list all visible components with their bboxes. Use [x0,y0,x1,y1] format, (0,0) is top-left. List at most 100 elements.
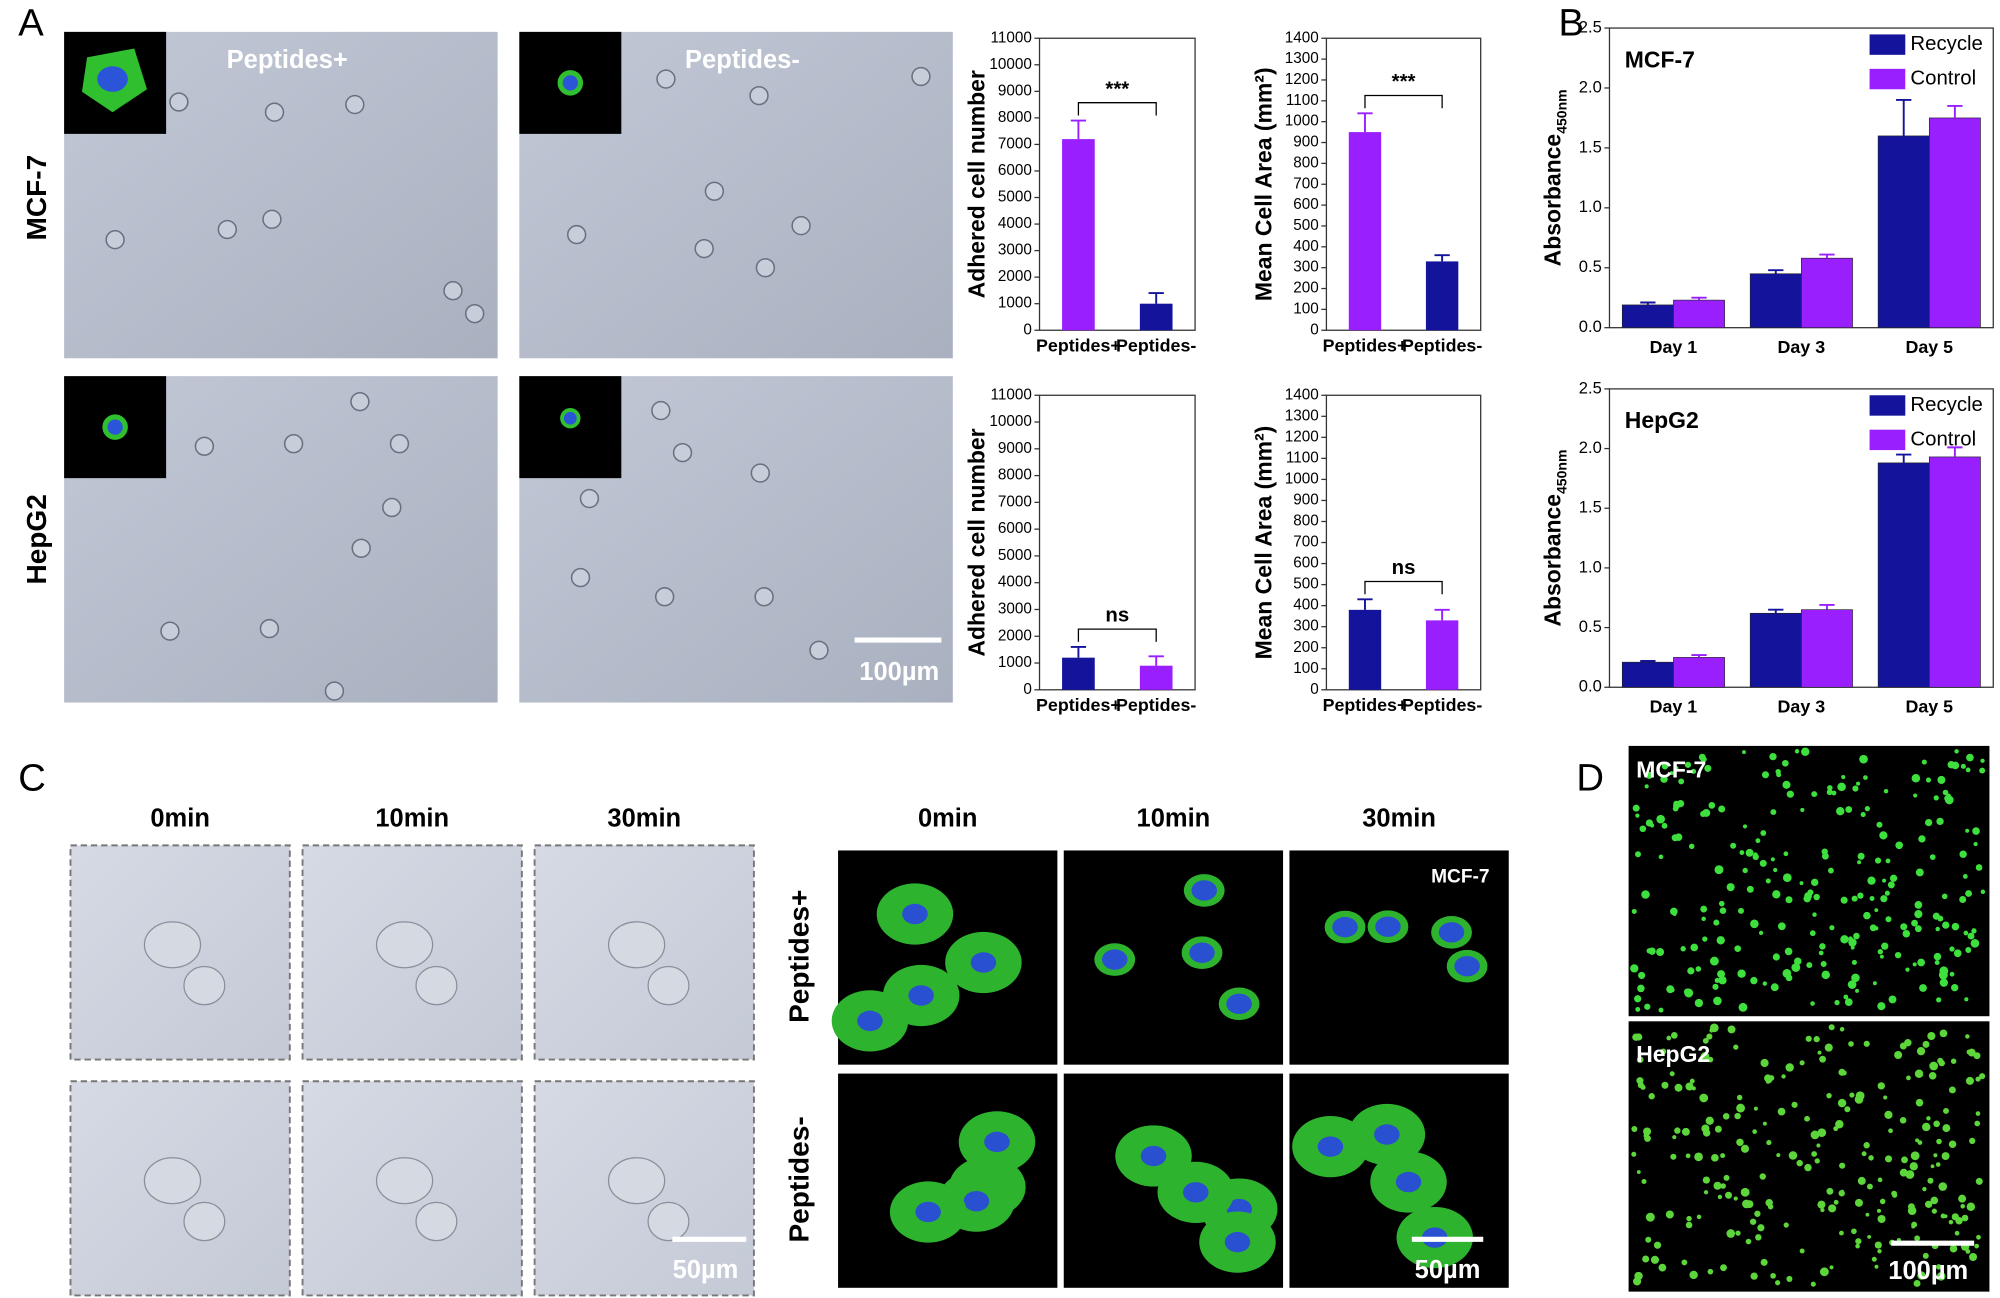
cell [1872,981,1877,986]
y-tick-label: 0 [1310,321,1319,338]
cell [1912,962,1917,967]
y-tick-label: 1400 [1285,386,1319,403]
cell [1712,983,1719,990]
cell [1944,795,1951,802]
cell [1783,1222,1789,1228]
y-tick-label: 1300 [1285,407,1319,424]
cell [1702,757,1707,762]
cell [1799,1248,1805,1254]
cell [1726,883,1735,892]
cell [1785,1063,1794,1072]
cell [1864,806,1870,812]
cell [1725,1191,1733,1199]
y-tick-label: 4000 [998,215,1032,232]
cell [1690,768,1697,774]
cell [1736,1138,1744,1146]
cell [1669,1071,1675,1077]
cell [1672,1135,1677,1140]
error-bar [1070,646,1087,658]
cell [1894,1050,1903,1060]
cell [1772,890,1781,899]
cell [1811,791,1818,798]
cell [1959,850,1967,858]
cell [1794,957,1802,965]
cell [809,640,829,660]
cell [1841,775,1846,780]
cell [1765,1198,1773,1207]
cell [1914,925,1922,933]
y-tick-label: 800 [1293,154,1319,171]
y-tick-label: 10000 [989,413,1032,430]
cell [1843,994,1849,1000]
y-tick-label: 9000 [998,82,1032,99]
cell [1700,1052,1710,1061]
cell [1949,1244,1958,1253]
y-axis-label-sub: 450nm [1553,450,1569,494]
time-label: 10min [375,805,449,833]
cell [1685,1221,1693,1229]
nucleus [1183,1182,1209,1203]
cell [1867,876,1876,885]
cell [1954,749,1959,754]
y-tick-label: 2.5 [1579,17,1602,36]
cell [1827,785,1833,791]
cell [1949,971,1955,977]
cell [1718,976,1727,985]
cell [1803,894,1811,903]
nucleus [1317,1136,1344,1157]
cell [1855,1091,1865,1101]
y-tick-label: 500 [1293,576,1319,593]
cell [566,224,587,245]
cell [1911,1224,1916,1229]
cell [1935,1162,1941,1167]
cell [1899,1116,1907,1124]
cell [1737,969,1746,978]
cell [1969,1252,1978,1261]
error-bar [1896,453,1912,463]
significance-label: *** [1105,78,1129,100]
cell [1885,858,1891,864]
y-tick-label: 600 [1293,555,1319,572]
cell [1813,893,1820,901]
y-axis-label: Adhered cell number [963,428,989,656]
cell [1826,789,1833,796]
cell [1645,771,1653,779]
cell [1836,807,1845,816]
cell [1965,767,1971,773]
cell [1876,1208,1882,1213]
cell [1840,1189,1845,1194]
significance-bracket [1364,580,1443,595]
cell [443,281,463,301]
y-axis-label-sub: 450nm [1553,89,1569,133]
cell [1727,1025,1736,1034]
cell [1950,1058,1957,1064]
y-tick-label: 0 [1023,321,1032,338]
cell [1965,1034,1970,1039]
cell [1805,1035,1812,1042]
cell [1817,1200,1826,1209]
bar [1801,257,1853,329]
cell [1720,1183,1726,1189]
cell [1819,1055,1827,1063]
cell [1791,1101,1798,1108]
cell [1955,1216,1963,1225]
cell [1935,926,1940,932]
cell [1665,1210,1674,1219]
cell [1889,874,1898,882]
cell [1948,1219,1954,1225]
cell [1709,956,1719,966]
cell [1979,767,1986,774]
cell [1855,988,1859,993]
cell [1717,970,1726,979]
cell [1834,999,1840,1006]
x-tick-label: Day 3 [1778,337,1826,357]
y-tick-label: 500 [1293,217,1319,234]
cell [1942,789,1949,796]
cell [1963,930,1969,936]
time-label: 10min [1137,805,1211,833]
cell [1700,810,1707,818]
cell [1868,1155,1874,1161]
cell [1922,1040,1930,1048]
cell [1967,1048,1976,1057]
cell [1851,1228,1857,1235]
